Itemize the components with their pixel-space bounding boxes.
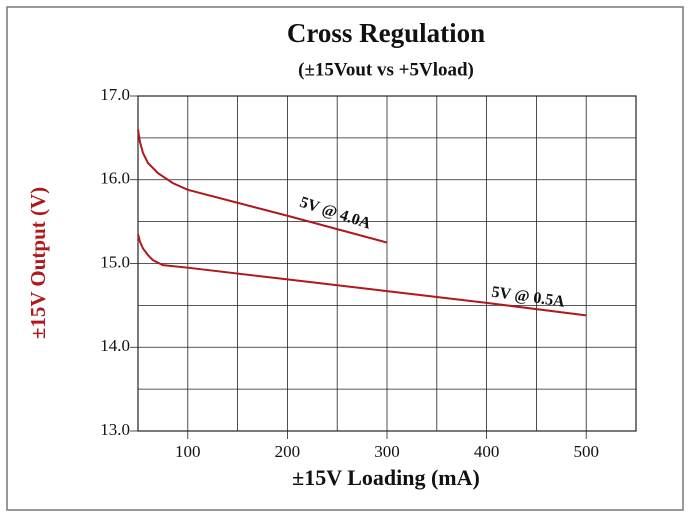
chart-subtitle: (±15Vout vs +5Vload) [298, 59, 474, 80]
x-tick-label: 500 [573, 442, 599, 461]
chart-title: Cross Regulation [287, 18, 485, 48]
y-tick-label: 13.0 [100, 420, 130, 439]
x-tick-label: 400 [474, 442, 500, 461]
y-tick-label: 14.0 [100, 336, 130, 355]
y-tick-label: 15.0 [100, 252, 130, 271]
x-tick-label: 200 [275, 442, 301, 461]
y-tick-label: 17.0 [100, 85, 130, 104]
y-axis-label: ±15V Output (V) [26, 187, 50, 339]
x-tick-label: 300 [374, 442, 400, 461]
line-series [137, 129, 388, 244]
x-axis-label: ±15V Loading (mA) [292, 465, 480, 490]
line-series [137, 233, 587, 317]
x-tick-label: 100 [175, 442, 201, 461]
y-tick-label: 16.0 [100, 169, 130, 188]
